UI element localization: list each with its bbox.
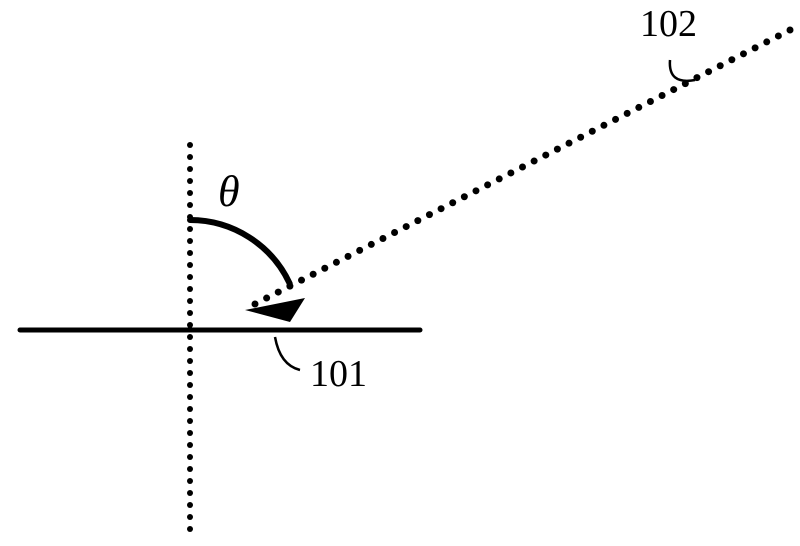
theta-label: θ bbox=[218, 166, 240, 217]
incident-ray bbox=[252, 27, 794, 308]
leader-102 bbox=[670, 60, 695, 81]
angle-diagram bbox=[0, 0, 800, 546]
surface-label-101: 101 bbox=[310, 352, 367, 396]
leader-101 bbox=[275, 337, 300, 370]
angle-arc bbox=[190, 220, 290, 284]
normal-line bbox=[187, 142, 193, 532]
ray-label-102: 102 bbox=[640, 2, 697, 46]
